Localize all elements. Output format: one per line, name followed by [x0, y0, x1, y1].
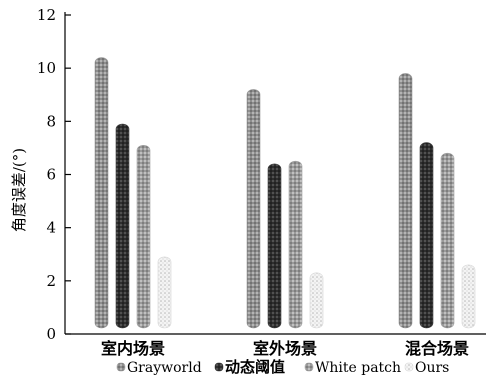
y-axis: 0 2 4 6 8 10 12 [37, 6, 71, 343]
y-tick-label: 8 [46, 112, 56, 130]
y-ticks: 0 2 4 6 8 10 12 [37, 6, 71, 343]
x-tick-label: 混合场景 [405, 339, 469, 358]
legend-label-3: Ours [415, 360, 449, 376]
bar-2-2 [440, 152, 455, 329]
y-tick-label: 0 [46, 325, 56, 343]
bar-2-0 [136, 144, 151, 329]
bar-0-2 [398, 73, 413, 329]
x-tick-label: 室外场景 [253, 339, 317, 358]
legend-label-0: Grayworld [127, 360, 202, 376]
y-axis-label: 角度误差/(°) [10, 148, 28, 232]
y-tick-label: 10 [37, 59, 56, 77]
bars [94, 57, 476, 329]
legend-label-1: 动态阈值 [225, 358, 285, 376]
legend-swatch-0 [116, 362, 126, 372]
legend-swatch-2 [304, 362, 314, 372]
bar-2-1 [288, 160, 303, 329]
y-tick-label: 12 [37, 6, 56, 24]
bar-3-1 [309, 272, 324, 329]
x-tick-label: 室内场景 [101, 339, 165, 358]
legend-swatch-3 [404, 362, 414, 372]
bar-0-0 [94, 57, 109, 329]
legend: Grayworld 动态阈值 White patch Ours [116, 358, 449, 376]
bar-3-2 [461, 264, 476, 329]
bar-1-0 [115, 123, 130, 329]
x-axis: 室内场景 室外场景 混合场景 [65, 333, 486, 358]
legend-label-2: White patch [315, 360, 401, 376]
bar-1-2 [419, 142, 434, 329]
bar-1-1 [267, 163, 282, 329]
x-ticks: 室内场景 室外场景 混合场景 [101, 339, 469, 358]
y-tick-label: 4 [46, 219, 56, 237]
y-tick-label: 6 [46, 166, 56, 184]
bar-0-1 [246, 89, 261, 329]
legend-swatch-1 [214, 362, 224, 372]
bar-3-0 [157, 256, 172, 329]
y-tick-label: 2 [46, 272, 56, 290]
